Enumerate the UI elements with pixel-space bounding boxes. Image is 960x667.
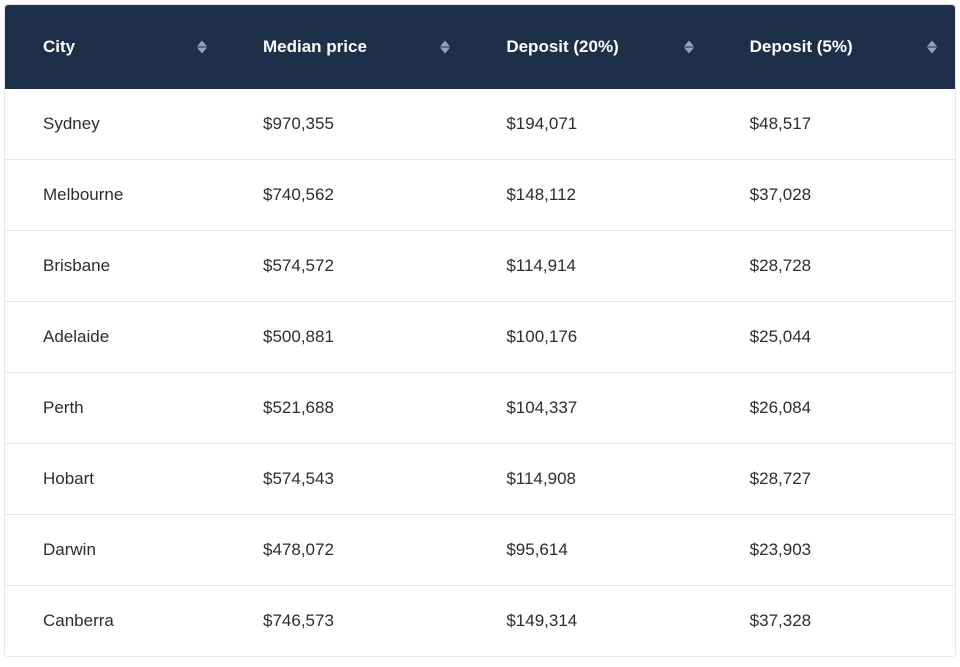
- table-header-row: City Median price Deposit (20%) Deposit …: [5, 5, 955, 89]
- sort-icon[interactable]: [440, 41, 450, 54]
- cell-dep5: $48,517: [712, 89, 955, 160]
- col-header-median[interactable]: Median price: [225, 5, 468, 89]
- cell-median: $746,573: [225, 586, 468, 657]
- table-row: Adelaide $500,881 $100,176 $25,044: [5, 302, 955, 373]
- cell-city: Hobart: [5, 444, 225, 515]
- price-table: City Median price Deposit (20%) Deposit …: [4, 4, 956, 657]
- cell-city: Darwin: [5, 515, 225, 586]
- cell-dep5: $23,903: [712, 515, 955, 586]
- col-header-label: City: [43, 37, 75, 56]
- sort-icon[interactable]: [197, 41, 207, 54]
- cell-dep20: $95,614: [468, 515, 711, 586]
- cell-dep20: $148,112: [468, 160, 711, 231]
- cell-city: Sydney: [5, 89, 225, 160]
- cell-city: Melbourne: [5, 160, 225, 231]
- cell-median: $500,881: [225, 302, 468, 373]
- table-row: Darwin $478,072 $95,614 $23,903: [5, 515, 955, 586]
- sort-icon[interactable]: [684, 41, 694, 54]
- col-header-deposit-20[interactable]: Deposit (20%): [468, 5, 711, 89]
- cell-median: $740,562: [225, 160, 468, 231]
- cell-dep5: $37,328: [712, 586, 955, 657]
- cell-dep20: $114,914: [468, 231, 711, 302]
- col-header-city[interactable]: City: [5, 5, 225, 89]
- cell-dep20: $104,337: [468, 373, 711, 444]
- table-row: Perth $521,688 $104,337 $26,084: [5, 373, 955, 444]
- cell-median: $970,355: [225, 89, 468, 160]
- cell-city: Adelaide: [5, 302, 225, 373]
- cell-city: Canberra: [5, 586, 225, 657]
- cell-dep20: $194,071: [468, 89, 711, 160]
- cell-median: $521,688: [225, 373, 468, 444]
- cell-city: Brisbane: [5, 231, 225, 302]
- cell-dep5: $26,084: [712, 373, 955, 444]
- col-header-label: Deposit (20%): [506, 37, 618, 56]
- cell-city: Perth: [5, 373, 225, 444]
- table-row: Canberra $746,573 $149,314 $37,328: [5, 586, 955, 657]
- cell-dep5: $28,728: [712, 231, 955, 302]
- cell-dep5: $25,044: [712, 302, 955, 373]
- table-row: Melbourne $740,562 $148,112 $37,028: [5, 160, 955, 231]
- col-header-deposit-5[interactable]: Deposit (5%): [712, 5, 955, 89]
- cell-dep5: $37,028: [712, 160, 955, 231]
- cell-dep20: $114,908: [468, 444, 711, 515]
- table-row: Sydney $970,355 $194,071 $48,517: [5, 89, 955, 160]
- cell-median: $574,543: [225, 444, 468, 515]
- table-body: Sydney $970,355 $194,071 $48,517 Melbour…: [5, 89, 955, 656]
- cell-median: $574,572: [225, 231, 468, 302]
- cell-median: $478,072: [225, 515, 468, 586]
- cell-dep20: $100,176: [468, 302, 711, 373]
- cell-dep20: $149,314: [468, 586, 711, 657]
- col-header-label: Deposit (5%): [750, 37, 853, 56]
- table-row: Hobart $574,543 $114,908 $28,727: [5, 444, 955, 515]
- cell-dep5: $28,727: [712, 444, 955, 515]
- table-row: Brisbane $574,572 $114,914 $28,728: [5, 231, 955, 302]
- col-header-label: Median price: [263, 37, 367, 56]
- sort-icon[interactable]: [927, 41, 937, 54]
